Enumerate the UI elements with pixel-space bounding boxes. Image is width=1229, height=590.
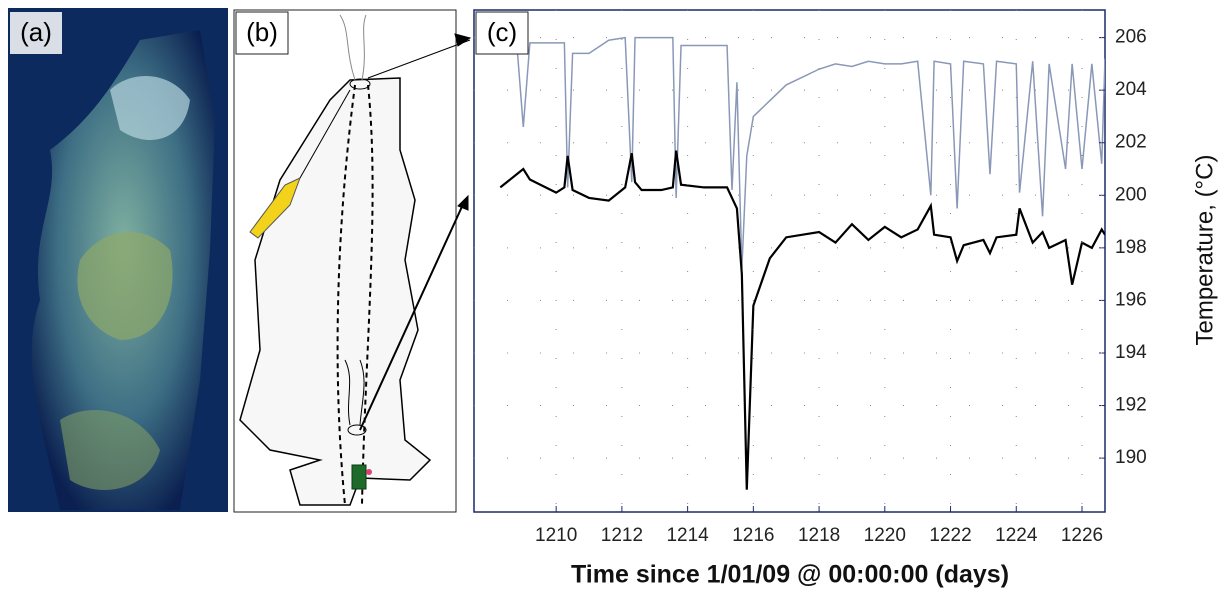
- data-line: [499, 150, 1105, 490]
- x-axis-label: Time since 1/01/09 @ 00:00:00 (days): [571, 561, 1009, 589]
- x-tick-label: 1212: [601, 525, 643, 546]
- x-tick-label: 1216: [732, 525, 774, 546]
- panel-label: (b): [246, 17, 278, 47]
- panel-label: (c): [487, 17, 517, 47]
- panel-label-box: [475, 11, 529, 55]
- y-tick-label: 192: [1115, 395, 1147, 416]
- panel-label: (a): [20, 17, 52, 47]
- y-axis-label: Temperature, (°C): [1191, 155, 1218, 346]
- x-tick-label: 1222: [929, 525, 971, 546]
- x-tick-label: 1226: [1061, 525, 1103, 546]
- y-tick-label: 200: [1115, 184, 1147, 205]
- photo-panel: (a): [8, 8, 228, 512]
- y-tick-label: 196: [1115, 289, 1147, 310]
- x-tick-label: 1210: [535, 525, 577, 546]
- x-tick-label: 1214: [666, 525, 709, 546]
- y-tick-label: 194: [1115, 342, 1147, 363]
- y-tick-label: 190: [1115, 447, 1147, 468]
- diagram-panel: (b): [233, 9, 472, 513]
- y-tick-label: 206: [1115, 27, 1147, 48]
- x-tick-label: 1220: [864, 525, 906, 546]
- x-tick-label: 1218: [798, 525, 840, 546]
- plot-area: [473, 9, 1106, 513]
- y-tick-label: 204: [1115, 79, 1147, 100]
- x-tick-label: 1224: [995, 525, 1038, 546]
- data-line: [500, 36, 1105, 269]
- y-tick-label: 198: [1115, 237, 1147, 258]
- y-tick-label: 202: [1115, 132, 1147, 153]
